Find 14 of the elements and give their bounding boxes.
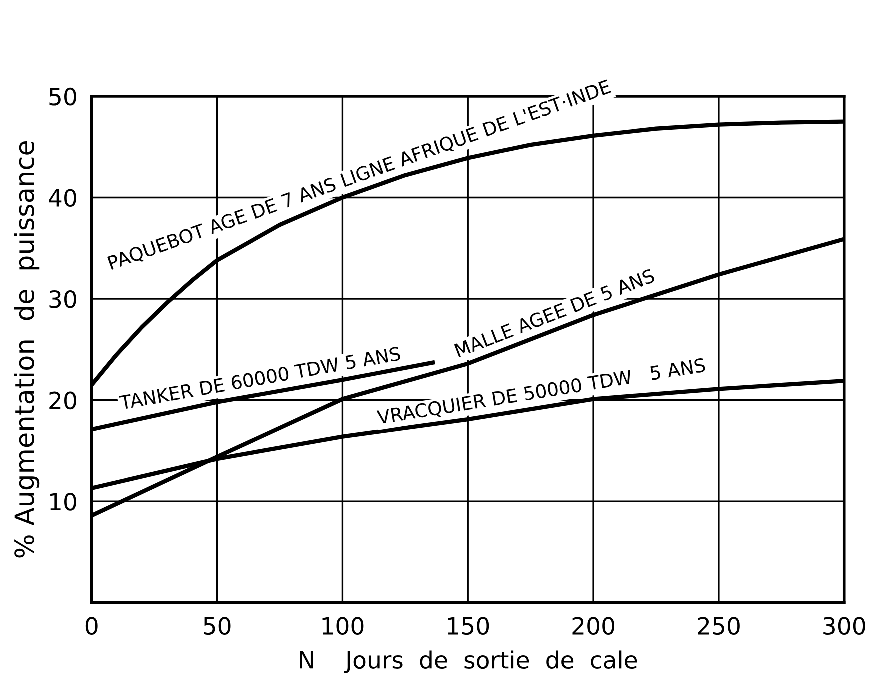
y-axis-title: % Augmentation de puissance (14, 141, 40, 558)
x-tick-label: 250 (698, 617, 740, 636)
y-tick-label: 50 (50, 88, 76, 106)
x-tick-label: 100 (322, 617, 364, 636)
y-tick-label: 30 (50, 290, 76, 308)
x-axis-title: N Jours de sortie de cale (300, 650, 638, 674)
y-tick-label: 20 (50, 392, 76, 410)
y-tick-label: 40 (49, 189, 76, 208)
x-tick-label: 50 (204, 617, 231, 636)
y-tick-label: 10 (50, 493, 76, 511)
x-tick-label: 150 (448, 617, 490, 636)
x-tick-label: 0 (86, 617, 98, 636)
x-tick-label: 300 (824, 617, 866, 636)
x-tick-label: 200 (572, 617, 615, 636)
